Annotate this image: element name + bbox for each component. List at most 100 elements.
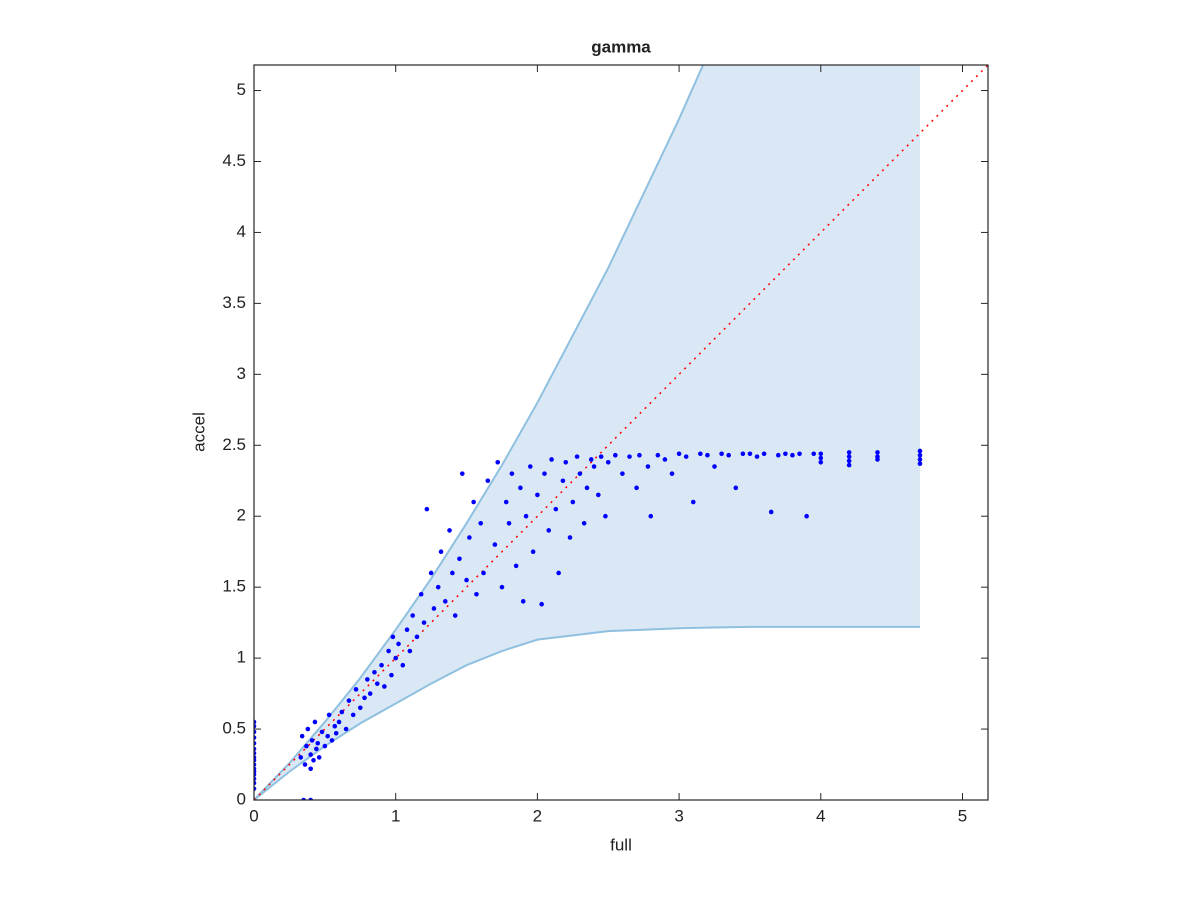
scatter-point (485, 478, 491, 484)
scatter-point (450, 570, 455, 576)
scatter-point (775, 452, 781, 458)
scatter-point (424, 506, 430, 512)
scatter-point (645, 464, 651, 469)
scatter-point (740, 451, 746, 457)
scatter-point (332, 723, 338, 729)
scatter-point (319, 729, 325, 735)
scatter-point (754, 454, 760, 459)
scatter-point (546, 528, 552, 533)
band-lower-edge (254, 625, 920, 800)
scatter-point (683, 454, 689, 459)
scatter-point (634, 485, 639, 491)
scatter-point (414, 634, 420, 640)
scatter-point (553, 506, 559, 512)
scatter-point (520, 599, 526, 604)
scatter-point (574, 454, 580, 459)
scatter-point (357, 705, 363, 711)
scatter-point (374, 681, 380, 686)
scatter-point (875, 457, 880, 462)
scatter-point (346, 698, 352, 703)
scatter-point (343, 726, 349, 732)
scatter-point (418, 591, 424, 597)
y-tick-label: 2 (237, 506, 246, 525)
scatter-point (353, 687, 359, 692)
scatter-point (818, 451, 824, 457)
y-tick-label: 0.5 (222, 719, 246, 738)
scatter-point (712, 464, 717, 469)
scatter-point (339, 709, 345, 715)
scatter-point (393, 655, 398, 661)
scatter-point (390, 634, 396, 640)
x-tick-label: 0 (249, 806, 258, 825)
scatter-point (431, 606, 437, 611)
scatter-point (311, 757, 316, 763)
scatter-point (464, 577, 469, 583)
scatter-point (846, 454, 852, 459)
scatter-point (690, 499, 696, 505)
scatter-point (797, 451, 802, 457)
x-tick-label: 2 (533, 806, 542, 825)
scatter-point (811, 451, 817, 457)
x-tick-label: 3 (674, 806, 683, 825)
scatter-point (467, 535, 472, 540)
scatter-point (528, 464, 533, 469)
scatter-point (596, 492, 601, 498)
y-tick-label: 2.5 (222, 435, 246, 454)
scatter-point (567, 535, 573, 540)
scatter-point (428, 570, 434, 576)
scatter-point (846, 458, 852, 464)
scatter-point (457, 556, 462, 562)
scatter-point (316, 755, 322, 760)
x-tick-label: 5 (958, 806, 967, 825)
scatter-point (325, 733, 330, 739)
scatter-point (605, 459, 611, 465)
scatter-point (846, 450, 852, 455)
scatter-point (917, 461, 923, 467)
scatter-point (648, 513, 654, 519)
scatter-point (627, 454, 632, 459)
x-axis-label: full (610, 835, 632, 854)
y-tick-label: 5 (237, 80, 246, 99)
scatter-point (302, 762, 308, 767)
scatter-point (329, 738, 335, 743)
scatter-point (563, 459, 569, 465)
scatter-point (560, 478, 566, 484)
scatter-point (637, 452, 642, 458)
scatter-point (875, 450, 880, 455)
scatter-point (336, 719, 342, 725)
scatter-point (542, 471, 547, 476)
y-tick-label: 1 (237, 648, 246, 667)
scatter-point (818, 455, 824, 461)
scatter-point (584, 485, 590, 491)
chart-title: gamma (591, 37, 651, 56)
scatter-point (513, 563, 519, 569)
scatter-point (591, 464, 597, 469)
scatter-point (308, 766, 313, 772)
axes-box (253, 64, 989, 801)
reference-line (254, 65, 988, 800)
scatter-point (676, 451, 682, 457)
scatter-point (570, 499, 576, 505)
scatter-point (447, 528, 452, 533)
scatter-point (509, 471, 515, 476)
scatter-point (577, 471, 583, 476)
scatter-point (719, 451, 724, 457)
y-tick-label: 3.5 (222, 293, 246, 312)
scatter-point (389, 672, 394, 678)
scatter-point (620, 471, 625, 476)
scatter-point (556, 570, 561, 576)
scatter-point (333, 731, 339, 736)
scatter-point (613, 452, 618, 458)
scatter-point (452, 613, 458, 618)
scatter-point (804, 513, 809, 519)
scatter-point (535, 492, 540, 498)
scatter-point (662, 457, 668, 462)
scatter-point (309, 738, 315, 743)
scatter-point (768, 509, 774, 515)
scatter-point (917, 448, 923, 454)
scatter-point (506, 521, 512, 526)
scatter-point (372, 669, 377, 675)
scatter-point (790, 452, 795, 458)
scatter-point (386, 648, 391, 654)
